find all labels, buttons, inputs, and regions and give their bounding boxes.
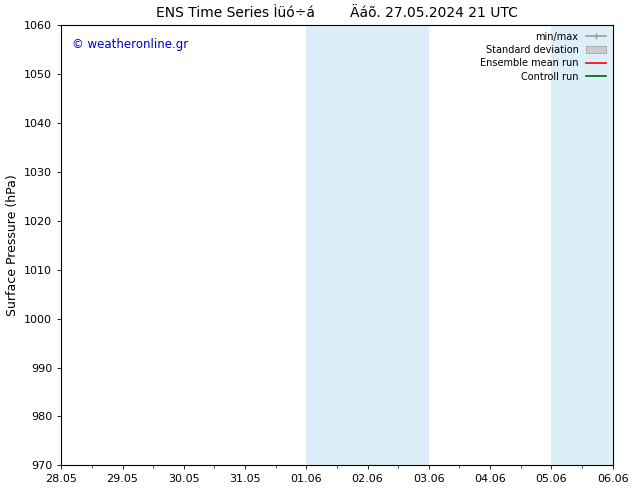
Legend: min/max, Standard deviation, Ensemble mean run, Controll run: min/max, Standard deviation, Ensemble me… — [478, 30, 608, 84]
Bar — [552, 25, 612, 465]
Bar — [306, 25, 429, 465]
Text: © weatheronline.gr: © weatheronline.gr — [72, 38, 188, 51]
Y-axis label: Surface Pressure (hPa): Surface Pressure (hPa) — [6, 174, 18, 316]
Title: ENS Time Series Ìüó÷á        Äáõ. 27.05.2024 21 UTC: ENS Time Series Ìüó÷á Äáõ. 27.05.2024 21… — [156, 5, 518, 20]
